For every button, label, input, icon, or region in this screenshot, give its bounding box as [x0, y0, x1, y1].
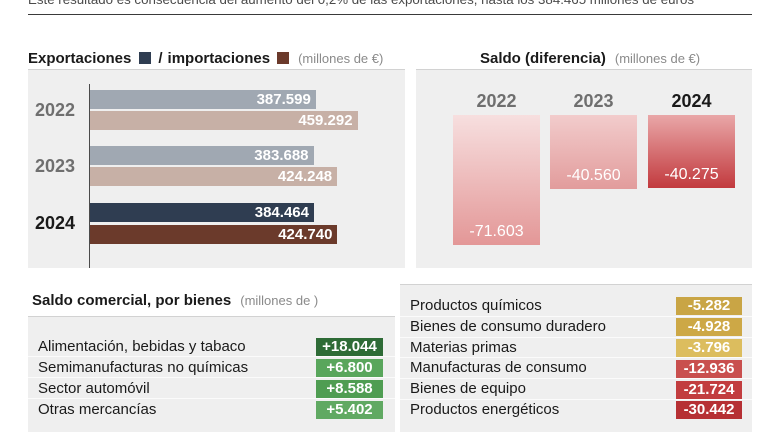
balance-bar-2023: -40.560 [550, 115, 637, 189]
bar-label-imports-2023: 424.248 [277, 168, 333, 185]
goods-row-alimentacion: Alimentación, bebidas y tabaco +18.044 [28, 336, 395, 357]
trade-chart-axis [89, 84, 90, 268]
intro-text-clip: Este resultado es consecuencia del aumen… [28, 0, 752, 9]
goods-value-badge: -30.442 [676, 401, 742, 420]
goods-row-materias-primas: Materias primas -3.796 [400, 338, 752, 359]
balance-chart-header: Saldo (diferencia) (millones de €) [480, 48, 700, 68]
goods-row-manufacturas-consumo: Manufacturas de consumo -12.936 [400, 358, 752, 379]
balance-bar-label-2024: -40.275 [664, 166, 719, 184]
legend-imports-swatch [277, 52, 290, 64]
balance-bar-2024: -40.275 [648, 115, 735, 189]
trade-year-2022: 2022 [35, 100, 76, 120]
trade-year-2023: 2023 [35, 156, 76, 176]
goods-row-label: Manufacturas de consumo [410, 359, 587, 377]
goods-table-title: Saldo comercial, por bienes [32, 291, 232, 309]
legend-exports-label: Exportaciones [28, 49, 132, 67]
goods-row-quimicos: Productos químicos -5.282 [400, 296, 752, 317]
goods-deficit-list: Productos químicos -5.282 Bienes de cons… [400, 296, 752, 421]
goods-table-header: Saldo comercial, por bienes (millones de… [32, 290, 318, 310]
goods-row-label: Bienes de equipo [410, 380, 526, 398]
bar-exports-2023: 383.688 [90, 146, 314, 165]
goods-row-bienes-equipo: Bienes de equipo -21.724 [400, 379, 752, 400]
trade-chart-unit: (millones de €) [298, 50, 384, 66]
goods-row-energeticos: Productos energéticos -30.442 [400, 400, 752, 421]
goods-row-label: Alimentación, bebidas y tabaco [38, 338, 246, 355]
goods-row-label: Productos energéticos [410, 400, 560, 418]
goods-row-automovil: Sector automóvil +8.588 [28, 378, 395, 399]
goods-row-label: Bienes de consumo duradero [410, 317, 606, 335]
goods-row-semimanufacturas: Semimanufacturas no químicas +6.800 [28, 357, 395, 378]
legend-separator: / [158, 49, 163, 67]
legend-exports-swatch [139, 52, 152, 64]
balance-year-2022: 2022 [476, 91, 517, 111]
legend-imports-label: importaciones [167, 49, 271, 67]
goods-row-label: Semimanufacturas no químicas [38, 359, 249, 376]
goods-value-badge: +18.044 [316, 337, 383, 356]
balance-bar-label-2022: -71.603 [469, 223, 524, 241]
goods-value-badge: +5.402 [316, 400, 383, 419]
bar-label-imports-2024: 424.740 [278, 226, 333, 243]
goods-row-label: Materias primas [410, 338, 517, 356]
goods-value-badge: -3.796 [676, 338, 742, 357]
goods-value-badge: +8.588 [316, 379, 383, 398]
bar-label-exports-2022: 387.599 [256, 91, 311, 108]
balance-year-2024: 2024 [671, 91, 712, 111]
bar-imports-2024: 424.740 [90, 225, 338, 244]
goods-value-badge: -5.282 [676, 297, 742, 316]
balance-bar-label-2023: -40.560 [566, 166, 621, 184]
goods-row-otras: Otras mercancías +5.402 [28, 399, 395, 420]
bar-label-exports-2024: 384.464 [254, 204, 309, 221]
top-divider [28, 14, 752, 15]
bar-label-exports-2023: 383.688 [254, 147, 309, 164]
goods-row-label: Productos químicos [410, 297, 542, 314]
goods-row-consumo-duradero: Bienes de consumo duradero -4.928 [400, 317, 752, 338]
trade-chart-header: Exportaciones / importaciones (millones … [28, 48, 383, 68]
goods-value-badge: -12.936 [676, 359, 742, 378]
bar-label-imports-2022: 459.292 [298, 112, 353, 129]
bar-imports-2023: 424.248 [90, 167, 338, 186]
goods-surplus-list: Alimentación, bebidas y tabaco +18.044 S… [28, 336, 395, 420]
goods-row-label: Sector automóvil [38, 380, 150, 397]
balance-year-2023: 2023 [573, 91, 614, 111]
bar-imports-2022: 459.292 [90, 111, 358, 130]
intro-text: Este resultado es consecuencia del aumen… [28, 0, 694, 8]
balance-chart-title: Saldo (diferencia) [480, 49, 606, 67]
bar-exports-2022: 387.599 [90, 90, 316, 109]
trade-year-2024: 2024 [35, 213, 76, 233]
bar-exports-2024: 384.464 [90, 203, 314, 222]
goods-value-badge: -4.928 [676, 318, 742, 337]
goods-value-badge: -21.724 [676, 380, 742, 399]
goods-value-badge: +6.800 [316, 358, 383, 377]
goods-table-unit: (millones de ) [240, 292, 319, 308]
balance-chart-unit: (millones de €) [614, 50, 701, 66]
goods-row-label: Otras mercancías [38, 401, 157, 418]
balance-bar-2022: -71.603 [453, 115, 540, 246]
